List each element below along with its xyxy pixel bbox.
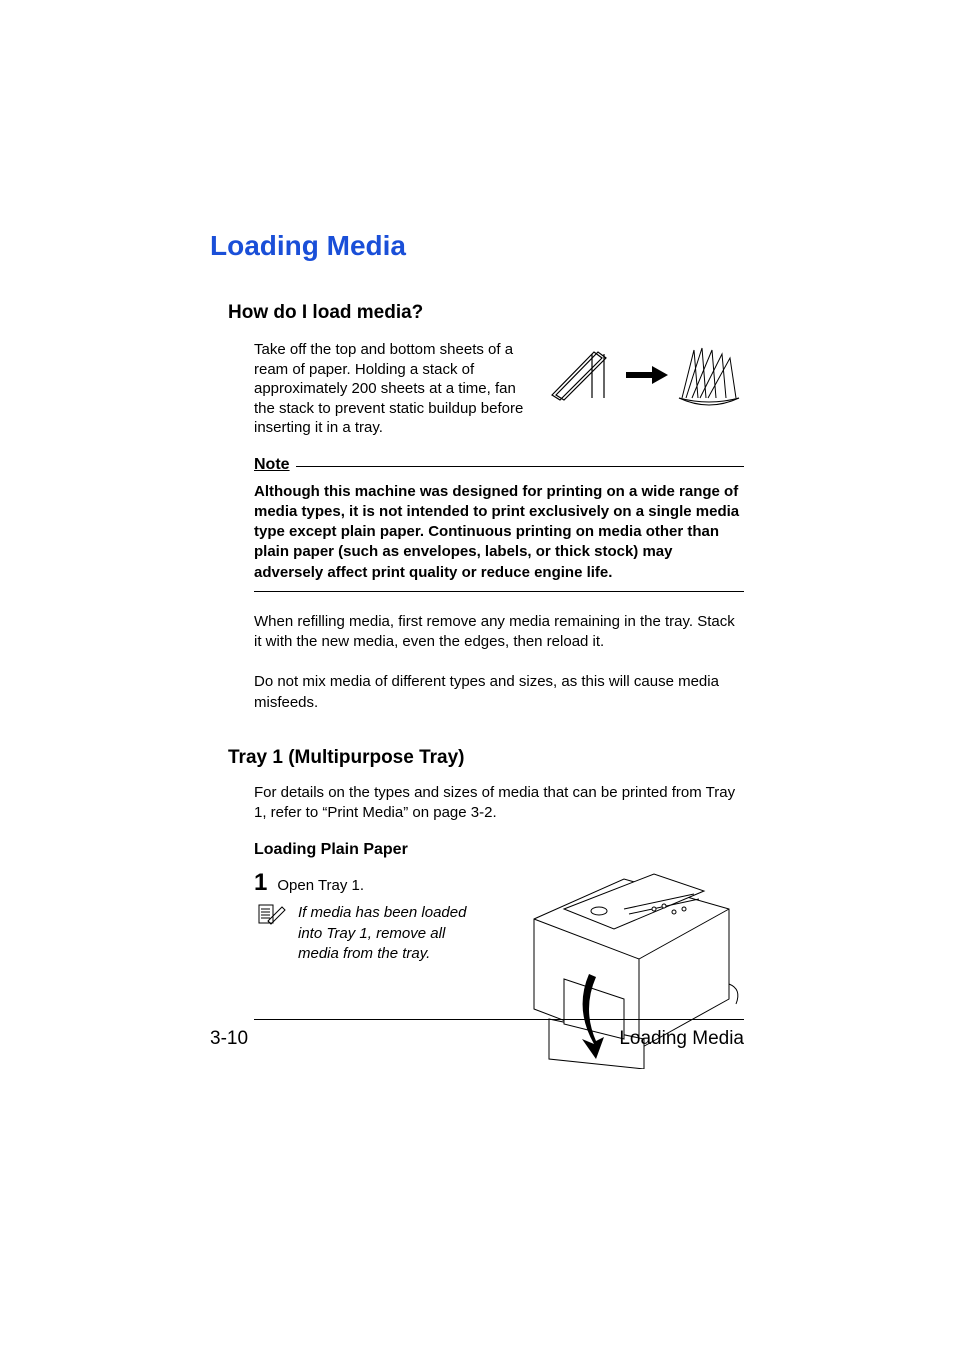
para-refill: When refilling media, first remove any m… bbox=[254, 612, 744, 653]
note-label: Note bbox=[254, 456, 296, 474]
section-heading-tray1: Tray 1 (Multipurpose Tray) bbox=[228, 747, 744, 769]
step1-text: Open Tray 1. bbox=[277, 877, 364, 894]
page-number: 3-10 bbox=[210, 1028, 248, 1050]
page: Loading Media How do I load media? Take … bbox=[0, 0, 954, 1350]
note-body: Although this machine was designed for p… bbox=[254, 482, 744, 592]
intro-text: Take off the top and bottom sheets of a … bbox=[254, 340, 524, 438]
sub-heading-loading-plain: Loading Plain Paper bbox=[254, 841, 744, 859]
fan-paper-figure bbox=[544, 340, 744, 410]
para-no-mix: Do not mix media of different types and … bbox=[254, 672, 744, 713]
section1-body: Take off the top and bottom sheets of a … bbox=[254, 340, 744, 713]
note-header-row: Note bbox=[254, 456, 744, 474]
page-title: Loading Media bbox=[210, 230, 744, 262]
step1-line: 1 Open Tray 1. bbox=[254, 869, 490, 897]
tip-row: If media has been loaded into Tray 1, re… bbox=[258, 903, 490, 964]
tray1-intro: For details on the types and sizes of me… bbox=[254, 783, 744, 824]
tip-text: If media has been loaded into Tray 1, re… bbox=[298, 903, 490, 964]
note-rule bbox=[296, 466, 744, 467]
running-title: Loading Media bbox=[619, 1028, 744, 1050]
step-number: 1 bbox=[254, 869, 267, 897]
section-heading-how-load: How do I load media? bbox=[228, 302, 744, 324]
footer-row: 3-10 Loading Media bbox=[210, 1028, 744, 1050]
intro-row: Take off the top and bottom sheets of a … bbox=[254, 340, 744, 438]
note-pencil-icon bbox=[258, 903, 286, 925]
page-footer: 3-10 Loading Media bbox=[210, 1019, 744, 1050]
footer-rule bbox=[254, 1019, 744, 1020]
